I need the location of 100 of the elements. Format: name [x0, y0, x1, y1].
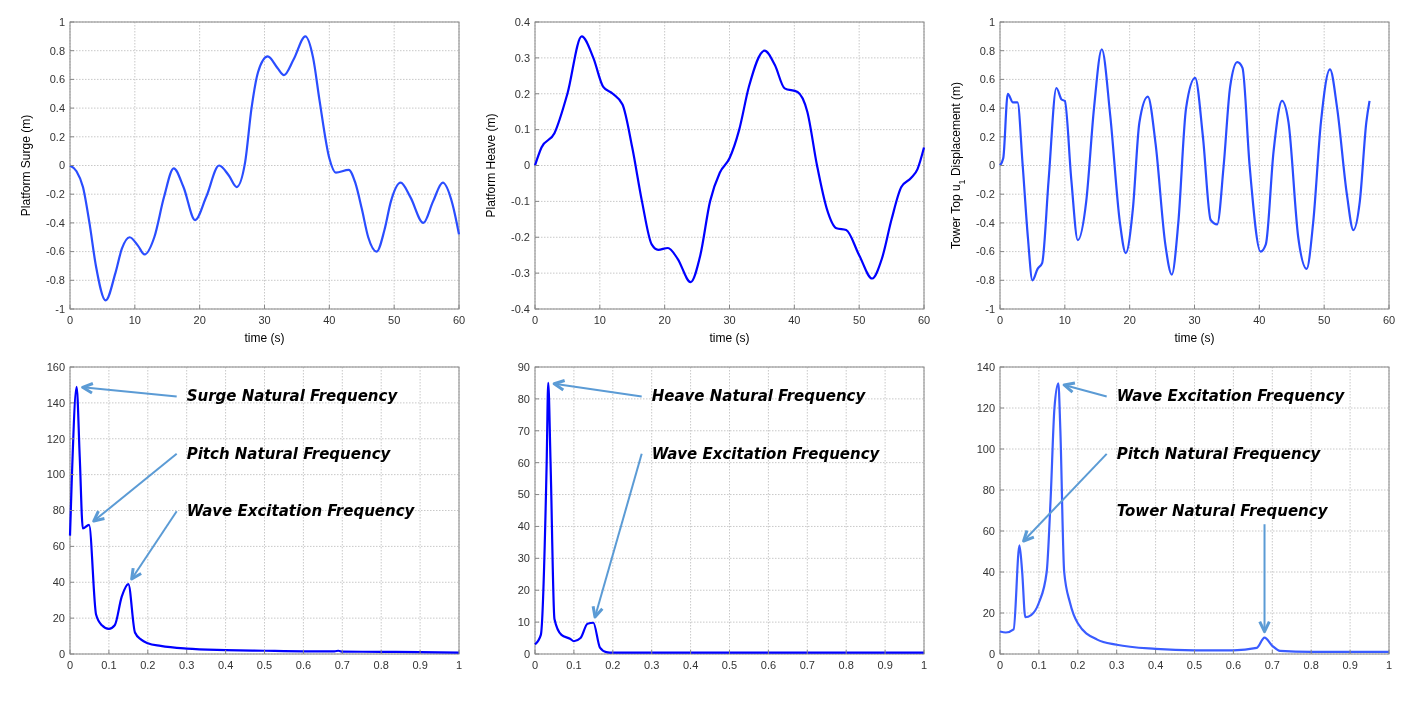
x-tick-label: 40 [323, 314, 336, 326]
annotation: Wave Excitation Frequency [651, 444, 881, 463]
annotation: Wave Excitation Frequency [186, 502, 416, 521]
y-tick-label: -0.8 [46, 274, 65, 287]
x-tick-label: 60 [1382, 314, 1396, 326]
y-tick-label: 70 [517, 424, 530, 437]
y-tick-label: 60 [982, 524, 995, 537]
x-axis-title: time (s) [244, 331, 285, 345]
y-tick-label: 100 [976, 442, 995, 455]
y-tick-label: -0.3 [511, 266, 530, 279]
line-series [533, 35, 926, 284]
y-tick-label: 0 [988, 647, 995, 660]
x-tick-label: 0.3 [1109, 659, 1125, 671]
x-tick-label: 0.1 [566, 659, 582, 671]
y-tick-label: -0.4 [46, 216, 65, 229]
y-tick-label: 80 [982, 483, 995, 496]
x-tick-label: 30 [258, 314, 271, 326]
annotation: Surge Natural Frequency [186, 387, 399, 406]
y-tick-label: 140 [976, 360, 995, 373]
x-axis-title: time (s) [1174, 331, 1215, 345]
x-tick-label: 1 [455, 659, 463, 671]
x-tick-label: 0.3 [644, 659, 660, 671]
x-tick-label: 0.7 [799, 659, 815, 671]
y-tick-label: -0.8 [976, 274, 995, 287]
x-tick-label: 0.4 [682, 659, 699, 671]
y-tick-label: -0.2 [976, 188, 995, 201]
x-tick-label: 0.2 [140, 659, 156, 671]
y-tick-label: 0.8 [49, 44, 65, 57]
x-tick-label: 0.9 [412, 659, 428, 671]
x-tick-label: 50 [1318, 314, 1331, 326]
x-tick-label: 0.9 [877, 659, 893, 671]
y-tick-label: 0.4 [49, 101, 65, 114]
y-tick-label: 100 [46, 468, 65, 481]
x-tick-label: 0.9 [1342, 659, 1358, 671]
y-tick-label: 40 [517, 520, 530, 533]
annotation: Wave Excitation Frequency [1116, 387, 1346, 406]
y-tick-label: 50 [517, 488, 530, 501]
x-tick-label: 0 [531, 314, 539, 326]
y-tick-label: -1 [985, 302, 995, 315]
y-tick-label: 80 [52, 504, 65, 517]
line-series [68, 35, 461, 302]
y-tick-label: -0.4 [511, 302, 530, 315]
x-tick-label: 0.7 [334, 659, 350, 671]
x-tick-label: 0.2 [1070, 659, 1086, 671]
annotation: Heave Natural Frequency [651, 387, 867, 406]
x-tick-label: 50 [388, 314, 401, 326]
x-tick-label: 0.8 [1303, 659, 1319, 671]
x-tick-label: 10 [1058, 314, 1071, 326]
y-tick-label: 0.2 [979, 130, 995, 143]
x-tick-label: 0.1 [1031, 659, 1047, 671]
x-tick-label: 50 [853, 314, 866, 326]
y-tick-label: 0.2 [514, 87, 530, 100]
x-tick-label: 0.5 [1186, 659, 1203, 671]
y-tick-label: 90 [517, 360, 530, 373]
x-tick-label: 0.6 [295, 659, 312, 671]
annotation: Pitch Natural Frequency [1116, 444, 1322, 463]
y-tick-label: 140 [46, 396, 65, 409]
x-tick-label: 10 [128, 314, 141, 326]
x-tick-label: 1 [920, 659, 928, 671]
y-tick-label: 40 [982, 565, 995, 578]
y-tick-label: 80 [517, 392, 530, 405]
y-tick-label: -0.6 [46, 245, 65, 258]
y-tick-label: -0.6 [976, 245, 995, 258]
x-tick-label: 60 [917, 314, 931, 326]
x-tick-label: 30 [1188, 314, 1201, 326]
x-axis-title: time (s) [709, 331, 750, 345]
x-tick-label: 10 [593, 314, 606, 326]
y-tick-label: 0 [58, 159, 65, 172]
x-tick-label: 20 [658, 314, 671, 326]
y-tick-label: 60 [517, 456, 530, 469]
y-tick-label: -0.4 [976, 216, 995, 229]
x-tick-label: 0.8 [838, 659, 854, 671]
y-tick-label: 160 [46, 360, 65, 373]
x-tick-label: 30 [723, 314, 736, 326]
x-tick-label: 0.4 [1147, 659, 1164, 671]
y-tick-label: -0.2 [511, 231, 530, 244]
x-tick-label: 0 [66, 314, 74, 326]
y-tick-label: 0.6 [49, 73, 65, 86]
x-tick-label: 0.6 [760, 659, 777, 671]
x-tick-label: 0 [531, 659, 539, 671]
y-tick-label: 40 [52, 576, 65, 589]
y-tick-label: 120 [976, 401, 995, 414]
x-tick-label: 0.2 [605, 659, 621, 671]
y-tick-label: 20 [982, 606, 995, 619]
annotation: Pitch Natural Frequency [186, 444, 392, 463]
annotation: Tower Natural Frequency [1116, 502, 1329, 521]
y-tick-label: 0.2 [49, 130, 65, 143]
y-tick-label: 0 [523, 159, 530, 172]
x-tick-label: 60 [452, 314, 466, 326]
x-tick-label: 0.7 [1264, 659, 1280, 671]
x-tick-label: 0 [996, 314, 1004, 326]
y-tick-label: 20 [52, 611, 65, 624]
y-tick-label: 20 [517, 584, 530, 597]
y-tick-label: 60 [52, 540, 65, 553]
y-tick-label: 0.6 [979, 73, 995, 86]
y-axis-title: Platform Surge (m) [19, 114, 33, 217]
y-tick-label: 0.8 [979, 44, 995, 57]
y-tick-label: 1 [58, 15, 65, 28]
x-tick-label: 0.5 [721, 659, 738, 671]
y-tick-label: 0.1 [514, 123, 530, 136]
